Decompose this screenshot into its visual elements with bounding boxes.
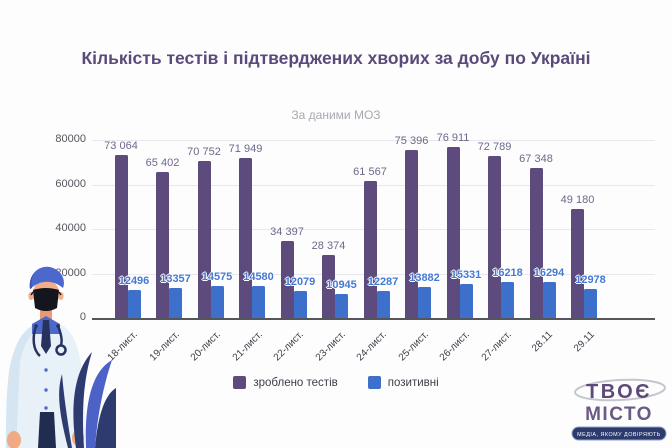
doctor-illustration — [6, 266, 116, 448]
positive-swatch-icon — [367, 376, 381, 389]
bar-tests — [322, 254, 335, 318]
bar-value-tests: 67 348 — [519, 153, 553, 166]
bar-tests — [529, 168, 543, 318]
bar-tests — [114, 155, 128, 318]
bar-value-positive: 13357 — [160, 273, 191, 286]
legend-label-tests: зроблено тестів — [253, 376, 338, 389]
legend-item-tests: зроблено тестів — [233, 376, 338, 389]
bar-value-tests: 75 396 — [394, 135, 429, 148]
bar-value-positive: 14580 — [243, 270, 274, 283]
bar-positive — [293, 291, 307, 318]
tvoemisto-logo: ТВОЄ МІСТО МЕДІА, ЯКОМУ ДОВІРЯЮТЬ — [571, 378, 667, 441]
bar-positive — [418, 287, 431, 318]
logo-line2: МІСТО — [585, 404, 653, 425]
bar-positive — [376, 290, 390, 318]
tests-swatch-icon — [233, 376, 247, 389]
bar-tests — [197, 160, 211, 318]
bar-value-tests: 76 911 — [436, 131, 470, 144]
bar-positive — [459, 283, 473, 318]
logo-swoosh-icon — [574, 378, 666, 402]
bar-tests — [488, 156, 501, 318]
x-tick-label: 22-лист. — [272, 329, 307, 364]
bar-value-positive: 16218 — [492, 266, 523, 279]
bar-tests — [280, 241, 294, 318]
x-tick-label: 19-лист. — [147, 329, 182, 364]
bar-value-tests: 61 567 — [353, 166, 387, 179]
bar-positive — [501, 281, 514, 318]
bar-value-tests: 28 374 — [311, 239, 346, 252]
bar-value-positive: 13882 — [409, 272, 440, 285]
x-tick-label: 18-лист. — [106, 329, 141, 364]
x-tick-label: 29.11 — [571, 329, 597, 355]
bar-positive — [252, 285, 265, 318]
x-axis-labels: 18-лист. 19-лист. 20-лист. 21-лист. 22-лист.… — [92, 324, 655, 372]
y-tick-label: 0 — [79, 311, 86, 323]
logo-line1: ТВОЄ — [586, 381, 652, 403]
x-tick-label: 26-лист. — [438, 329, 473, 364]
bar-tests — [446, 146, 460, 318]
bar-value-tests: 70 752 — [187, 145, 221, 158]
x-tick-label: 27-лист. — [479, 329, 514, 364]
x-tick-label: 25-лист. — [396, 329, 431, 364]
bar-positive — [210, 285, 224, 318]
y-axis: 0 20000 40000 60000 80000 — [0, 133, 86, 323]
bar-tests — [571, 208, 584, 318]
bar-positive — [542, 281, 556, 318]
bar-positive — [169, 288, 182, 318]
bar-value-tests: 49 180 — [560, 193, 595, 206]
legend-item-positive: позитивні — [367, 376, 439, 389]
x-tick-label: 20-лист. — [189, 329, 224, 364]
x-tick-label: 28.11 — [530, 329, 556, 355]
legend: зроблено тестів позитивні — [0, 376, 672, 389]
y-tick-label: 80000 — [55, 133, 86, 145]
plot-area: 73 064 12496 65 402 13357 70 752 14575 71 949 1… — [92, 132, 655, 320]
bar-value-positive: 10945 — [326, 278, 357, 291]
bar-positive — [127, 290, 141, 318]
bar-positive — [335, 293, 348, 318]
bar-value-tests: 73 064 — [104, 140, 138, 153]
bar-value-positive: 12496 — [118, 275, 150, 288]
logo-tagline-badge — [571, 426, 667, 441]
chart-subtitle: За даними МОЗ — [291, 108, 381, 122]
x-tick-label: 23-лист. — [313, 329, 348, 364]
x-tick-label: 21-лист. — [230, 329, 265, 364]
x-tick-label: 24-лист. — [355, 329, 390, 364]
bar-tests — [239, 157, 252, 318]
bar-positive — [584, 289, 597, 318]
bar-tests — [363, 181, 377, 318]
chart-title: Кількість тестів і підтверджених хворих … — [81, 48, 591, 68]
bar-value-tests: 71 949 — [228, 142, 263, 155]
bar-tests — [156, 172, 169, 318]
bar-value-tests: 72 789 — [477, 141, 512, 154]
bar-value-tests: 65 402 — [145, 157, 180, 170]
y-tick-label: 20000 — [55, 266, 86, 279]
gridline — [92, 140, 655, 141]
bar-value-positive: 16294 — [533, 266, 565, 279]
y-tick-label: 60000 — [55, 177, 86, 190]
y-tick-label: 40000 — [55, 222, 86, 234]
bar-value-positive: 12079 — [284, 276, 316, 289]
logo-tagline: МЕДІА, ЯКОМУ ДОВІРЯЮТЬ — [577, 432, 661, 438]
bar-tests — [405, 150, 418, 318]
bar-value-positive: 14575 — [201, 270, 233, 283]
legend-label-positive: позитивні — [387, 376, 439, 389]
bar-value-positive: 12287 — [367, 275, 399, 288]
bar-value-positive: 15331 — [450, 268, 482, 281]
bar-value-positive: 12978 — [575, 274, 606, 287]
bar-value-tests: 34 397 — [270, 226, 304, 239]
